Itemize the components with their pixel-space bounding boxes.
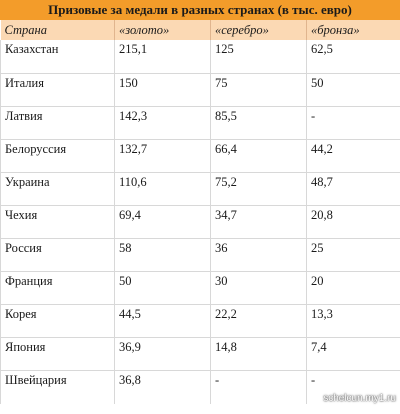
cell-country: Белоруссия [0,139,115,173]
table-row: Белоруссия 132,7 66,4 44,2 [0,139,400,173]
column-header-silver: «серебро» [210,20,307,40]
cell-silver: 66,4 [210,139,307,173]
cell-bronze: 20,8 [306,205,400,240]
column-header-gold: «золото» [114,20,211,40]
cell-gold: 150 [114,73,211,107]
cell-country: Чехия [0,205,115,240]
table-row: Швейцария 36,8 - - [0,370,400,405]
cell-gold: 36,8 [114,370,211,405]
cell-silver: 36 [210,238,307,273]
cell-silver: - [210,370,307,405]
table-row: Чехия 69,4 34,7 20,8 [0,205,400,240]
cell-bronze: 25 [306,238,400,273]
cell-country: Япония [0,337,115,372]
cell-bronze: - [306,106,400,140]
cell-bronze: 44,2 [306,139,400,173]
cell-silver: 34,7 [210,205,307,240]
cell-bronze: 48,7 [306,172,400,206]
table-row: Казахстан 215,1 125 62,5 [0,40,400,74]
cell-country: Корея [0,304,115,339]
cell-gold: 142,3 [114,106,211,140]
cell-gold: 36,9 [114,337,211,372]
table-row: Латвия 142,3 85,5 - [0,106,400,140]
cell-silver: 125 [210,40,307,74]
cell-bronze: 13,3 [306,304,400,339]
cell-gold: 110,6 [114,172,211,206]
cell-gold: 44,5 [114,304,211,339]
table-row: Франция 50 30 20 [0,271,400,306]
cell-gold: 215,1 [114,40,211,74]
cell-country: Швейцария [0,370,115,405]
column-header-country: Страна [0,20,115,40]
table-body: Казахстан 215,1 125 62,5 Италия 150 75 5… [0,40,400,405]
cell-bronze: 62,5 [306,40,400,74]
cell-bronze: 7,4 [306,337,400,372]
table-title: Призовые за медали в разных странах (в т… [0,0,400,20]
cell-silver: 22,2 [210,304,307,339]
table-row: Россия 58 36 25 [0,238,400,273]
table-row: Япония 36,9 14,8 7,4 [0,337,400,372]
cell-bronze: 20 [306,271,400,306]
cell-country: Казахстан [0,40,115,74]
table-row: Украина 110,6 75,2 48,7 [0,172,400,206]
table-row: Корея 44,5 22,2 13,3 [0,304,400,339]
table-row: Италия 150 75 50 [0,73,400,107]
table-header: Страна «золото» «серебро» «бронза» [0,20,400,40]
cell-silver: 85,5 [210,106,307,140]
cell-country: Украина [0,172,115,206]
cell-bronze: 50 [306,73,400,107]
cell-gold: 50 [114,271,211,306]
header-row: Страна «золото» «серебро» «бронза» [0,20,400,40]
cell-bronze: - [306,370,400,405]
cell-gold: 69,4 [114,205,211,240]
cell-country: Италия [0,73,115,107]
cell-country: Латвия [0,106,115,140]
cell-silver: 14,8 [210,337,307,372]
column-header-bronze: «бронза» [306,20,400,40]
cell-silver: 75,2 [210,172,307,206]
cell-gold: 132,7 [114,139,211,173]
cell-country: Россия [0,238,115,273]
cell-silver: 75 [210,73,307,107]
cell-gold: 58 [114,238,211,273]
cell-silver: 30 [210,271,307,306]
cell-country: Франция [0,271,115,306]
prize-table: Страна «золото» «серебро» «бронза» Казах… [0,20,400,405]
watermark: schelcun.my1.ru [323,393,396,404]
